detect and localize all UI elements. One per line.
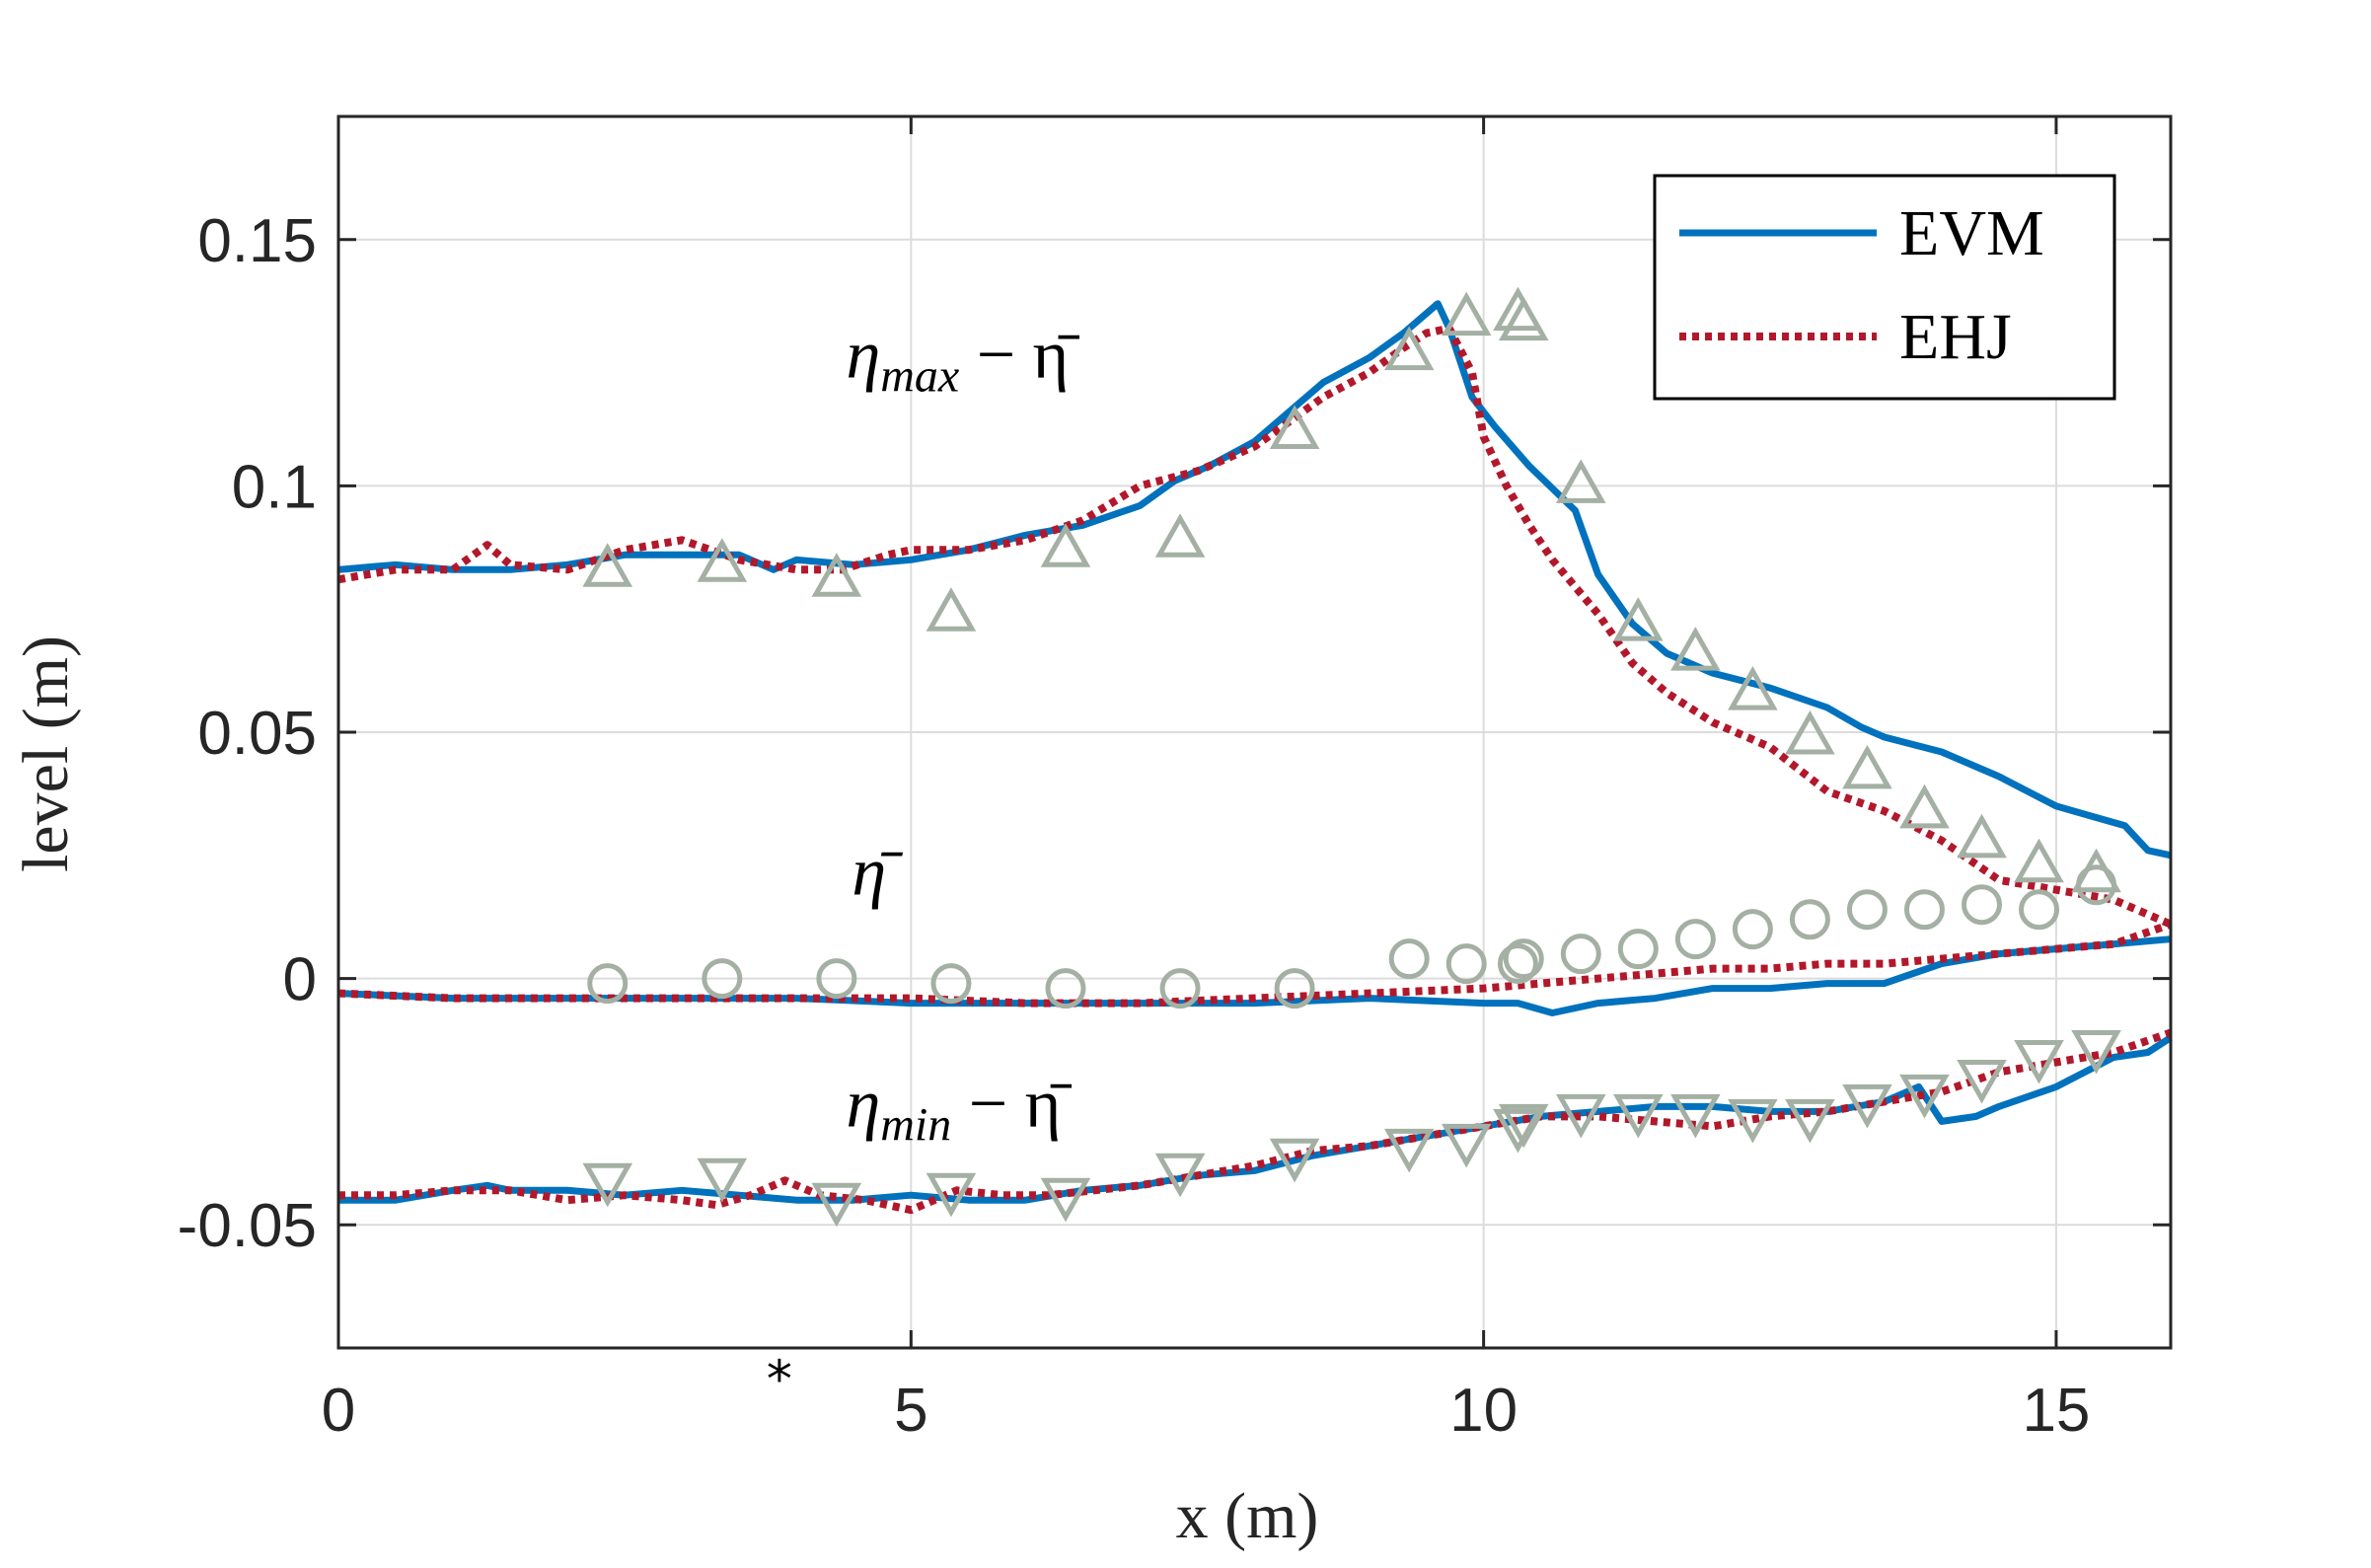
marker-triangle-down-17 bbox=[1899, 1074, 1950, 1119]
series-line-ehj-eta-min bbox=[338, 1028, 2173, 1215]
y-tick-label-4: 0.15 bbox=[197, 207, 317, 275]
marker-triangle-down-19 bbox=[2014, 1039, 2064, 1084]
star-marker: * bbox=[767, 1350, 792, 1409]
marker-triangle-down-20 bbox=[2071, 1029, 2121, 1075]
marker-triangle-up-14 bbox=[1728, 665, 1778, 710]
marker-circle-18 bbox=[1961, 884, 2002, 926]
marker-triangle-up-13 bbox=[1670, 627, 1721, 671]
axes: 0 5 10 15 -0.05 0 0.05 0.1 0.15 bbox=[178, 114, 2173, 1445]
marker-triangle-down-1 bbox=[697, 1157, 748, 1203]
marker-triangle-up-3 bbox=[926, 587, 977, 632]
marker-triangle-down-9 bbox=[1493, 1108, 1543, 1154]
y-tick-label-2: 0.05 bbox=[197, 700, 317, 768]
marker-triangle-down-0 bbox=[582, 1162, 633, 1208]
marker-circle-19 bbox=[2019, 889, 2060, 931]
marker-triangle-down-12 bbox=[1613, 1093, 1664, 1139]
y-tick-label-1: 0 bbox=[283, 946, 317, 1014]
marker-circle-0 bbox=[587, 963, 629, 1005]
legend-label-ehj: EHJ bbox=[1899, 301, 2012, 373]
curve-annotations: *ηmax − η̄η̄ηmin − η̄ bbox=[767, 318, 1079, 1410]
y-tick-label-0: -0.05 bbox=[178, 1192, 317, 1260]
marker-triangle-up-12 bbox=[1613, 597, 1664, 641]
marker-triangle-down-15 bbox=[1785, 1098, 1835, 1144]
marker-circle-8 bbox=[1445, 943, 1487, 985]
marker-triangle-up-11 bbox=[1555, 459, 1606, 503]
x-tick-label-2: 10 bbox=[1449, 1377, 1518, 1445]
marker-triangle-up-19 bbox=[2014, 838, 2064, 883]
marker-circle-6 bbox=[1274, 968, 1315, 1009]
x-tick-label-0: 0 bbox=[322, 1377, 355, 1445]
marker-circle-15 bbox=[1789, 899, 1830, 940]
marker-triangle-up-2 bbox=[811, 553, 862, 597]
marker-triangle-down-16 bbox=[1842, 1083, 1892, 1129]
marker-triangle-down-14 bbox=[1728, 1098, 1778, 1144]
marker-circle-12 bbox=[1617, 929, 1659, 970]
marker-triangle-down-11 bbox=[1555, 1093, 1606, 1139]
marker-circle-13 bbox=[1674, 919, 1716, 960]
marker-triangle-up-15 bbox=[1785, 709, 1835, 755]
marker-triangle-down-7 bbox=[1383, 1128, 1435, 1173]
marker-circle-3 bbox=[930, 963, 972, 1005]
marker-triangle-up-6 bbox=[1269, 405, 1320, 449]
marker-circle-17 bbox=[1903, 889, 1945, 931]
marker-group-eta-max bbox=[582, 286, 2121, 893]
marker-circle-20 bbox=[2076, 864, 2117, 906]
legend-box bbox=[1653, 174, 2116, 401]
legend: EVM EHJ bbox=[1653, 174, 2116, 401]
marker-triangle-down-10 bbox=[1498, 1103, 1549, 1149]
marker-circle-1 bbox=[702, 958, 743, 1000]
marker-triangle-up-5 bbox=[1154, 513, 1206, 558]
marker-circle-11 bbox=[1560, 933, 1601, 975]
marker-triangle-up-4 bbox=[1040, 523, 1091, 567]
marker-triangle-down-18 bbox=[1957, 1059, 2007, 1104]
curve-annotation-0: ηmax − η̄ bbox=[847, 318, 1080, 403]
curve-annotation-2: ηmin − η̄ bbox=[847, 1066, 1073, 1151]
marker-triangle-up-18 bbox=[1957, 813, 2007, 859]
marker-triangle-up-17 bbox=[1899, 784, 1950, 829]
marker-triangle-up-1 bbox=[697, 538, 748, 582]
marker-triangle-up-8 bbox=[1441, 291, 1492, 336]
marker-circle-9 bbox=[1497, 943, 1538, 985]
marker-triangle-down-13 bbox=[1670, 1093, 1721, 1139]
x-tick-label-3: 15 bbox=[2022, 1377, 2090, 1445]
marker-circle-2 bbox=[816, 958, 857, 1000]
marker-triangle-up-16 bbox=[1842, 744, 1892, 789]
marker-circle-4 bbox=[1045, 968, 1086, 1009]
marker-triangle-down-6 bbox=[1269, 1138, 1320, 1183]
y-axis-label: level (m) bbox=[10, 635, 82, 872]
marker-triangle-up-0 bbox=[582, 543, 633, 587]
marker-triangle-down-3 bbox=[926, 1172, 977, 1218]
marker-triangle-down-8 bbox=[1441, 1123, 1492, 1168]
series-group bbox=[337, 286, 2173, 1228]
y-tick-label-3: 0.1 bbox=[232, 453, 317, 521]
marker-group-eta-mean bbox=[587, 864, 2117, 1009]
marker-circle-16 bbox=[1846, 889, 1888, 931]
marker-triangle-down-5 bbox=[1154, 1153, 1206, 1198]
marker-circle-5 bbox=[1159, 968, 1201, 1009]
x-axis-label: x (m) bbox=[1176, 1480, 1319, 1552]
x-tick-label-1: 5 bbox=[894, 1377, 927, 1445]
marker-circle-10 bbox=[1503, 938, 1544, 980]
marker-triangle-down-2 bbox=[811, 1182, 862, 1228]
series-line-evm-eta-max bbox=[337, 300, 2172, 859]
marker-triangle-up-7 bbox=[1383, 326, 1435, 371]
marker-circle-14 bbox=[1732, 909, 1773, 950]
marker-triangle-up-10 bbox=[1498, 296, 1549, 341]
marker-group-eta-min bbox=[582, 1029, 2121, 1228]
marker-circle-7 bbox=[1388, 938, 1430, 980]
marker-triangle-down-4 bbox=[1040, 1177, 1091, 1223]
legend-label-evm: EVM bbox=[1899, 197, 2044, 269]
